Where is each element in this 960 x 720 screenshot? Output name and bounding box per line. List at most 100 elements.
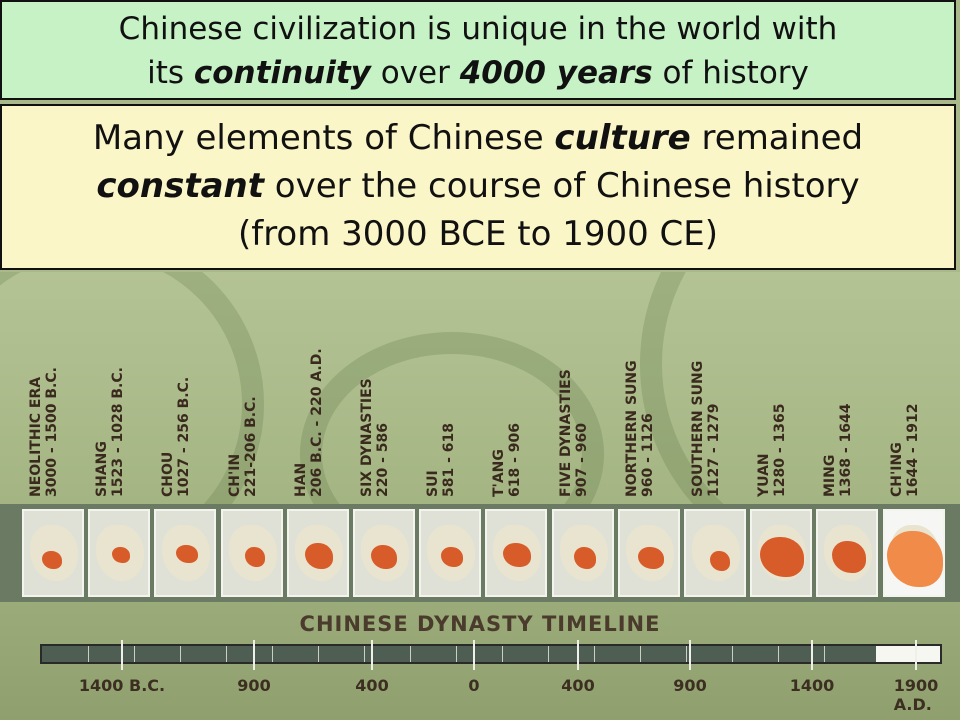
territory-shape: [441, 547, 464, 567]
dynasty-label: SIX DYNASTIES 220 - 586: [353, 272, 409, 497]
dynasty-label: NEOLITHIC ERA 3000 - 1500 B.C.: [22, 272, 78, 497]
dynasty-map-tile: [419, 509, 482, 597]
timeline-segment-divider: [364, 646, 365, 662]
dynasty-label: FIVE DYNASTIES 907 - 960: [552, 272, 608, 497]
dynasty-map-tile: [88, 509, 151, 597]
dynasty-map-tile: [286, 509, 349, 597]
dynasty-label: YUAN 1280 - 1365: [750, 272, 806, 498]
subheadline-text: Many elements of Chinese: [92, 118, 555, 158]
headline-emphasis-years: 4000 years: [459, 55, 653, 91]
dynasty-map-tile: [22, 509, 84, 597]
headline-emphasis-continuity: continuity: [193, 55, 371, 91]
timeline-segment-divider: [548, 646, 549, 662]
timeline-tick-label: 1400 B.C.: [78, 676, 166, 695]
dynasty-label: SOUTHERN SUNG 1127 - 1279: [684, 272, 740, 497]
subheadline-text: remained: [690, 118, 864, 158]
subheadline-banner: Many elements of Chinese culture remaine…: [0, 104, 956, 270]
dynasty-label-text: HAN 206 B.C. - 220 A.D.: [292, 348, 325, 497]
territory-shape: [832, 541, 867, 573]
dynasty-labels: NEOLITHIC ERA 3000 - 1500 B.C. SHANG 1523…: [0, 272, 960, 497]
headline-text: of history: [652, 55, 809, 91]
dynasty-label-text: NEOLITHIC ERA 3000 - 1500 B.C.: [28, 367, 60, 497]
territory-shape: [244, 547, 265, 567]
dynasty-label: CH'ING 1644 - 1912: [883, 272, 939, 498]
timeline-segment-divider: [134, 646, 135, 662]
territory-shape: [710, 551, 730, 571]
timeline-tick-mark: [371, 640, 373, 670]
timeline-tick-label: 400: [355, 676, 389, 695]
timeline-title: CHINESE DYNASTY TIMELINE: [299, 612, 661, 636]
territory-shape: [637, 547, 664, 569]
timeline-segment-divider: [778, 646, 779, 662]
timeline-segment-divider: [502, 646, 503, 662]
timeline-segment-divider: [594, 646, 595, 662]
timeline-tick-label: 1400: [789, 676, 835, 695]
dynasty-label-text: MING 1368 - 1644: [822, 403, 855, 498]
territory-shape: [503, 543, 532, 567]
dynasty-label: HAN 206 B.C. - 220 A.D.: [287, 272, 343, 497]
headline-line-2: its continuity over 4000 years of histor…: [2, 51, 954, 95]
territory-shape: [42, 551, 62, 569]
timeline-tick-mark: [915, 640, 917, 670]
timeline-segment-divider: [318, 646, 319, 662]
timeline-segment-divider: [456, 646, 457, 662]
dynasty-map-tile: [485, 509, 548, 597]
timeline-segment-divider: [640, 646, 641, 662]
timeline-tick-mark: [121, 640, 123, 670]
dynasty-label: T'ANG 618 - 906: [485, 272, 541, 497]
timeline-tick-mark: [473, 640, 475, 670]
timeline-tick-label: 400: [561, 676, 595, 695]
dynasty-label: SUI 581 - 618: [419, 272, 475, 497]
territory-shape: [573, 547, 596, 569]
dynasty-timeline-image: NEOLITHIC ERA 3000 - 1500 B.C. SHANG 1523…: [0, 272, 960, 720]
dynasty-map-tile: [154, 509, 217, 597]
timeline-segment-divider: [410, 646, 411, 662]
timeline-segment-divider: [226, 646, 227, 662]
dynasty-map-tile: [750, 509, 813, 597]
dynasty-map-tile: [882, 509, 945, 597]
timeline-tick-mark: [577, 640, 579, 670]
dynasty-label-text: YUAN 1280 - 1365: [756, 403, 789, 498]
timeline-segment-divider: [732, 646, 733, 662]
headline-text: its: [147, 55, 194, 91]
dynasty-label-text: CH'IN 221-206 B.C.: [226, 396, 259, 497]
timeline-tick-mark: [811, 640, 813, 670]
timeline-tick-label: 900: [673, 676, 707, 695]
timeline-tick-label: 0: [468, 676, 480, 695]
dynasty-map-tile: [684, 509, 746, 597]
dynasty-label-text: FIVE DYNASTIES 907 - 960: [557, 369, 590, 497]
timeline-end-segment: [876, 646, 940, 662]
dynasty-map-tile: [816, 509, 879, 597]
dynasty-label: MING 1368 - 1644: [816, 272, 872, 498]
territory-shape: [886, 531, 943, 587]
dynasty-label-text: NORTHERN SUNG 960 - 1126: [623, 360, 656, 497]
dynasty-label: NORTHERN SUNG 960 - 1126: [618, 272, 674, 497]
dynasty-map-tile: [220, 509, 283, 597]
subheadline-line-1: Many elements of Chinese culture remaine…: [2, 114, 954, 162]
subheadline-text: over the course of Chinese history: [263, 166, 860, 206]
subheadline-emphasis-culture: culture: [554, 118, 691, 158]
dynasty-label-text: SOUTHERN SUNG 1127 - 1279: [690, 360, 722, 497]
subheadline-emphasis-constant: constant: [96, 166, 264, 206]
territory-shape: [760, 537, 805, 577]
headline-line-1: Chinese civilization is unique in the wo…: [118, 11, 838, 47]
dynasty-label: CHOU 1027 - 256 B.C.: [154, 272, 210, 497]
territory-shape: [304, 543, 333, 569]
timeline-segment-divider: [88, 646, 89, 662]
subheadline-line-2: constant over the course of Chinese hist…: [2, 162, 954, 210]
dynasty-label-text: CH'ING 1644 - 1912: [888, 403, 921, 498]
dynasty-map-strip: [0, 504, 960, 602]
dynasty-label-text: T'ANG 618 - 906: [491, 422, 524, 497]
dynasty-map-tile: [617, 509, 680, 597]
timeline-bar: [40, 644, 942, 664]
territory-shape: [112, 547, 131, 563]
headline-text: over: [370, 55, 460, 91]
timeline-segment-divider: [686, 646, 687, 662]
timeline-tick-label: 1900 A.D.: [893, 676, 939, 714]
timeline-tick-label: 900: [237, 676, 271, 695]
headline-banner: Chinese civilization is unique in the wo…: [0, 0, 956, 100]
timeline-segment-divider: [272, 646, 273, 662]
timeline-tick-mark: [253, 640, 255, 670]
dynasty-label-text: SHANG 1523 - 1028 B.C.: [94, 367, 127, 497]
dynasty-label-text: CHOU 1027 - 256 B.C.: [160, 376, 193, 497]
